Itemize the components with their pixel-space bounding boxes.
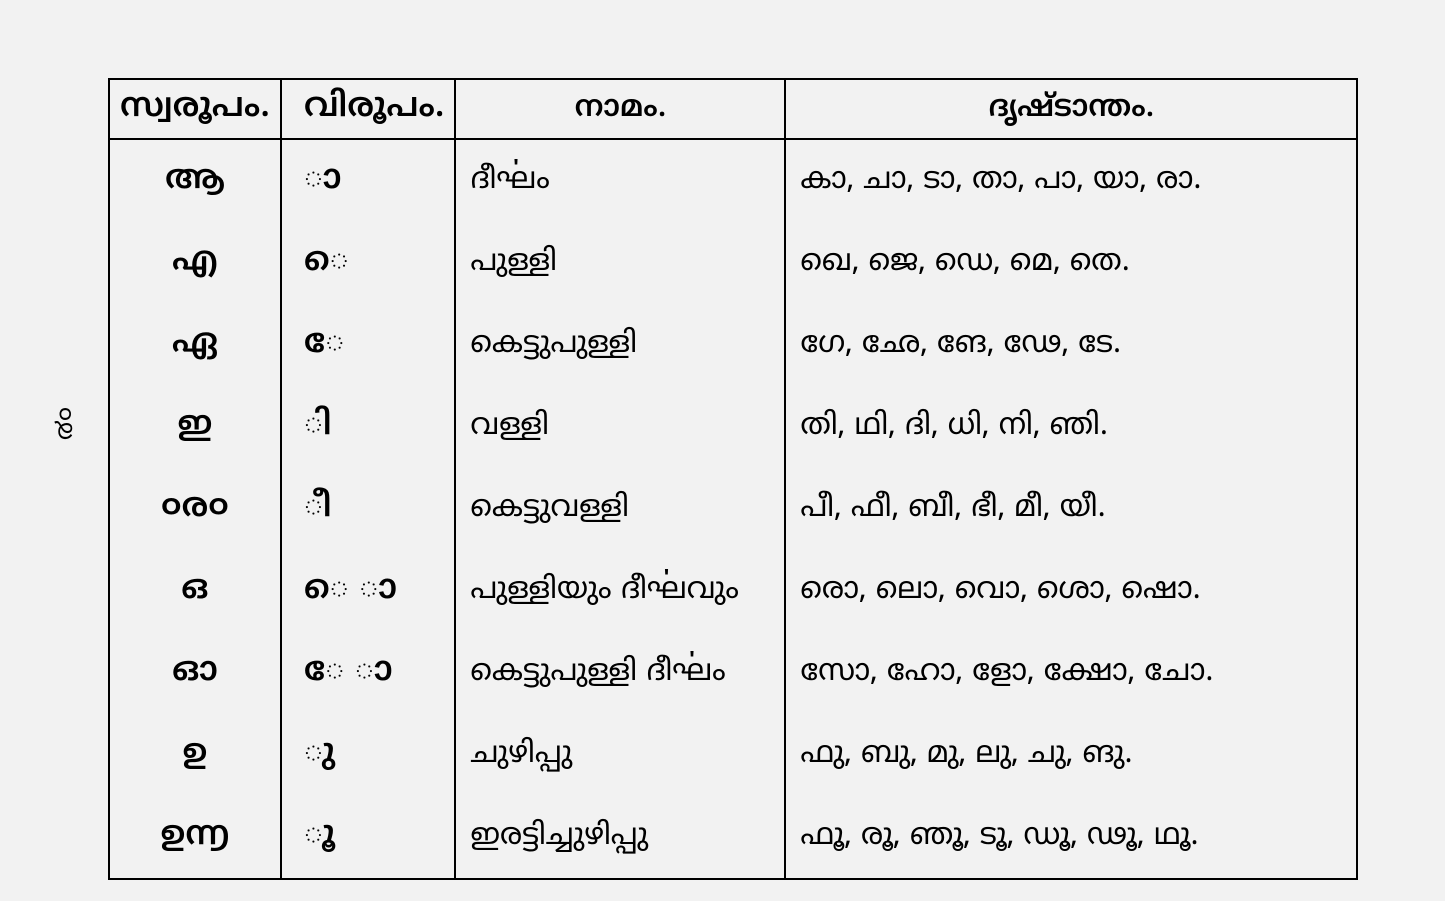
cell-virupa: ാ xyxy=(281,139,456,222)
table-row: എ െ പുള്ളി ഖെ, ജെ, ഡെ, മെ, തെ. xyxy=(109,222,1357,304)
cell-nama: ദീൎഘം xyxy=(455,139,785,222)
cell-svarupa: ഒ xyxy=(109,550,281,632)
header-virupa: വിരൂപം. xyxy=(281,79,456,139)
page-number: ൪൦ xyxy=(52,407,82,440)
cell-virupa: ു xyxy=(281,714,456,796)
table-row: ആ ാ ദീൎഘം കാ, ചാ, ടാ, താ, പാ, യാ, രാ. xyxy=(109,139,1357,222)
cell-example: സോ, ഹോ, ളോ, ക്ഷോ, ചോ. xyxy=(785,632,1357,714)
cell-example: രൊ, ലൊ, വൊ, ശൊ, ഷൊ. xyxy=(785,550,1357,632)
cell-example: ഫൂ, രൂ, ഞൂ, ടൂ, ഡൂ, ഢൂ, ഥൂ. xyxy=(785,796,1357,879)
cell-virupa: െ xyxy=(281,222,456,304)
cell-virupa: ീ xyxy=(281,468,456,550)
cell-virupa: േ xyxy=(281,304,456,386)
cell-svarupa: ഓ xyxy=(109,632,281,714)
cell-svarupa: ആ xyxy=(109,139,281,222)
cell-nama: കെട്ടുപുള്ളി xyxy=(455,304,785,386)
cell-svarupa: ഉ൬ xyxy=(109,796,281,879)
cell-nama: കെട്ടുപുള്ളി ദീൎഘം xyxy=(455,632,785,714)
table-row: ൦ര൦ ീ കെട്ടുവള്ളി പീ, ഫീ, ബീ, ഭീ, മീ, യീ… xyxy=(109,468,1357,550)
table-row: ഉ ു ചുഴിപ്പു ഫു, ബു, മു, ലു, ചു, ങു. xyxy=(109,714,1357,796)
cell-nama: വള്ളി xyxy=(455,386,785,468)
cell-svarupa: ഏ xyxy=(109,304,281,386)
cell-svarupa: ഇ xyxy=(109,386,281,468)
table-header-row: സ്വരൂപം. വിരൂപം. നാമം. ദൃഷ്ടാന്തം. xyxy=(109,79,1357,139)
header-example: ദൃഷ്ടാന്തം. xyxy=(785,79,1357,139)
cell-nama: കെട്ടുവള്ളി xyxy=(455,468,785,550)
header-svarupa: സ്വരൂപം. xyxy=(109,79,281,139)
cell-example: തി, ഥി, ദി, ധി, നി, ഞി. xyxy=(785,386,1357,468)
cell-example: പീ, ഫീ, ബീ, ഭീ, മീ, യീ. xyxy=(785,468,1357,550)
cell-example: ഗേ, ഛേ, ങേ, ഢേ, ടേ. xyxy=(785,304,1357,386)
cell-nama: പുള്ളിയും ദീൎഘവും xyxy=(455,550,785,632)
cell-nama: ഇരട്ടിച്ചുഴിപ്പു xyxy=(455,796,785,879)
header-nama: നാമം. xyxy=(455,79,785,139)
table-row: ഓ േ ാ കെട്ടുപുള്ളി ദീൎഘം സോ, ഹോ, ളോ, ക്ഷ… xyxy=(109,632,1357,714)
cell-virupa: ി xyxy=(281,386,456,468)
table-row: ഏ േ കെട്ടുപുള്ളി ഗേ, ഛേ, ങേ, ഢേ, ടേ. xyxy=(109,304,1357,386)
table-row: ഉ൬ ൂ ഇരട്ടിച്ചുഴിപ്പു ഫൂ, രൂ, ഞൂ, ടൂ, ഡൂ… xyxy=(109,796,1357,879)
cell-svarupa: ഉ xyxy=(109,714,281,796)
cell-example: ഫു, ബു, മു, ലു, ചു, ങു. xyxy=(785,714,1357,796)
table: സ്വരൂപം. വിരൂപം. നാമം. ദൃഷ്ടാന്തം. ആ ാ ദ… xyxy=(108,78,1358,880)
vowel-sign-table: സ്വരൂപം. വിരൂപം. നാമം. ദൃഷ്ടാന്തം. ആ ാ ദ… xyxy=(108,78,1358,880)
cell-svarupa: ൦ര൦ xyxy=(109,468,281,550)
cell-virupa: േ ാ xyxy=(281,632,456,714)
table-row: ഇ ി വള്ളി തി, ഥി, ദി, ധി, നി, ഞി. xyxy=(109,386,1357,468)
table-row: ഒ െ ാ പുള്ളിയും ദീൎഘവും രൊ, ലൊ, വൊ, ശൊ, … xyxy=(109,550,1357,632)
cell-virupa: ൂ xyxy=(281,796,456,879)
cell-virupa: െ ാ xyxy=(281,550,456,632)
cell-example: ഖെ, ജെ, ഡെ, മെ, തെ. xyxy=(785,222,1357,304)
cell-nama: പുള്ളി xyxy=(455,222,785,304)
cell-example: കാ, ചാ, ടാ, താ, പാ, യാ, രാ. xyxy=(785,139,1357,222)
cell-svarupa: എ xyxy=(109,222,281,304)
cell-nama: ചുഴിപ്പു xyxy=(455,714,785,796)
